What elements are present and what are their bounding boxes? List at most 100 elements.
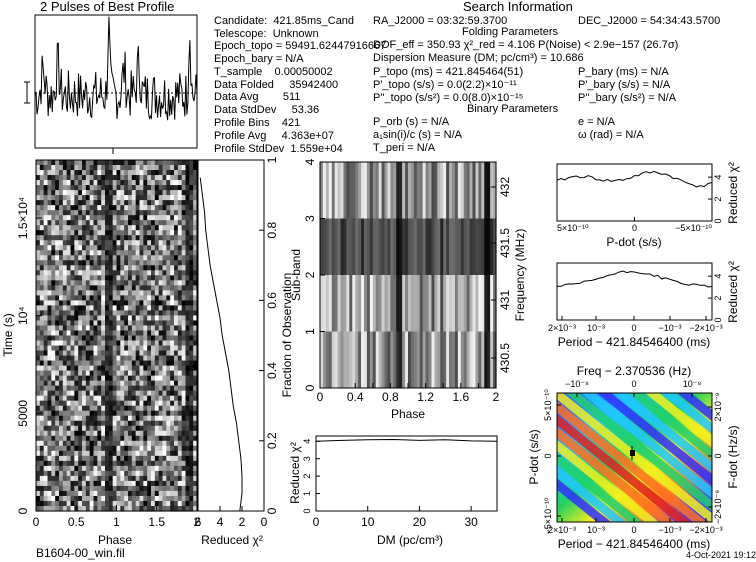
heat-cell — [55, 395, 60, 402]
heat-cell — [70, 505, 75, 512]
subband-cell — [428, 331, 433, 389]
info-line: Profile Bins 421 — [214, 117, 300, 129]
heat-cell — [101, 335, 106, 342]
filename: B1604-00_win.fil — [36, 546, 125, 560]
heat-cell — [162, 180, 167, 186]
heat-cell — [101, 465, 106, 472]
heat-cell — [55, 470, 60, 477]
heat-cell — [193, 190, 198, 196]
heat-cell — [105, 170, 110, 176]
y-tick-label: 5×10⁻¹⁰ — [543, 389, 553, 421]
heat-cell — [181, 475, 187, 482]
heat-cell — [74, 280, 79, 286]
heat-cell — [93, 305, 98, 312]
subband-cell — [340, 162, 345, 219]
heat-cell — [36, 205, 41, 211]
heat-cell — [101, 310, 106, 317]
heat-cell — [120, 415, 125, 422]
heat-cell — [66, 410, 72, 417]
heat-cell — [78, 200, 83, 206]
heat-cell — [36, 330, 41, 337]
heat-cell — [97, 355, 102, 362]
heat-cell — [93, 265, 98, 271]
heat-cell — [116, 205, 121, 211]
heat-cell — [120, 485, 125, 492]
heat-cell — [82, 350, 87, 357]
heat-cell — [116, 440, 121, 447]
heat-cell — [174, 175, 179, 181]
heat-cell — [151, 300, 156, 307]
heat-cell — [147, 375, 152, 382]
heat-cell — [166, 240, 171, 246]
heat-cell — [105, 495, 110, 502]
heat-cell — [47, 495, 52, 502]
heat-cell — [97, 185, 102, 191]
subband-cell — [399, 331, 403, 389]
heat-cell — [166, 435, 171, 442]
heat-cell — [124, 375, 129, 382]
heat-cell — [78, 225, 83, 231]
heat-cell — [43, 405, 49, 412]
heat-cell — [154, 300, 160, 307]
heat-cell — [166, 205, 171, 211]
heat-cell — [120, 365, 125, 372]
heat-cell — [70, 280, 75, 286]
heat-cell — [78, 255, 83, 261]
heat-cell — [135, 390, 141, 397]
heat-cell — [78, 275, 83, 281]
heat-cell — [158, 380, 164, 387]
heat-cell — [135, 450, 141, 457]
heat-cell — [170, 180, 175, 186]
heat-cell — [181, 465, 187, 472]
heat-cell — [128, 330, 133, 337]
heat-cell — [120, 460, 125, 467]
heat-cell — [124, 355, 129, 362]
heat-cell — [162, 215, 167, 221]
heat-cell — [108, 280, 114, 286]
heat-cell — [43, 380, 49, 387]
heat-cell — [166, 200, 171, 206]
heat-cell — [70, 265, 75, 271]
heat-cell — [101, 330, 106, 337]
heat-cell — [131, 160, 137, 166]
heat-cell — [193, 415, 198, 422]
heat-cell — [189, 410, 194, 417]
heat-cell — [105, 470, 110, 477]
heat-cell — [139, 240, 144, 246]
heat-cell — [128, 180, 133, 186]
heat-cell — [51, 210, 56, 216]
heat-cell — [85, 225, 91, 231]
heat-cell — [43, 305, 49, 312]
heat-cell — [135, 475, 141, 482]
heat-cell — [131, 470, 137, 477]
subband-cell — [355, 218, 359, 276]
heat-cell — [36, 345, 41, 352]
heat-cell — [112, 200, 118, 206]
heat-cell — [193, 205, 198, 211]
heat-cell — [131, 255, 137, 261]
x-tick-label: 10⁻³ — [587, 323, 605, 333]
heat-cell — [55, 495, 60, 502]
heat-cell — [158, 475, 164, 482]
y-tick-label: 0.2 — [265, 432, 279, 449]
heat-cell — [93, 420, 98, 427]
heat-cell — [89, 355, 95, 362]
heat-cell — [51, 385, 56, 392]
heat-cell — [189, 220, 194, 226]
heat-cell — [89, 460, 95, 467]
subband-cell — [481, 275, 485, 332]
heat-cell — [105, 300, 110, 307]
y-axis-label: Fraction of Observation — [280, 273, 294, 398]
heat-cell — [124, 185, 129, 191]
heat-cell — [128, 190, 133, 196]
heat-cell — [105, 400, 110, 407]
heat-cell — [89, 300, 95, 307]
info-line: Telescope: Unknown — [214, 28, 319, 40]
heat-cell — [74, 325, 79, 332]
heat-cell — [47, 200, 52, 206]
heat-cell — [174, 395, 179, 402]
heat-cell — [135, 470, 141, 477]
heat-cell — [120, 200, 125, 206]
heat-cell — [193, 210, 198, 216]
heat-cell — [158, 295, 164, 301]
